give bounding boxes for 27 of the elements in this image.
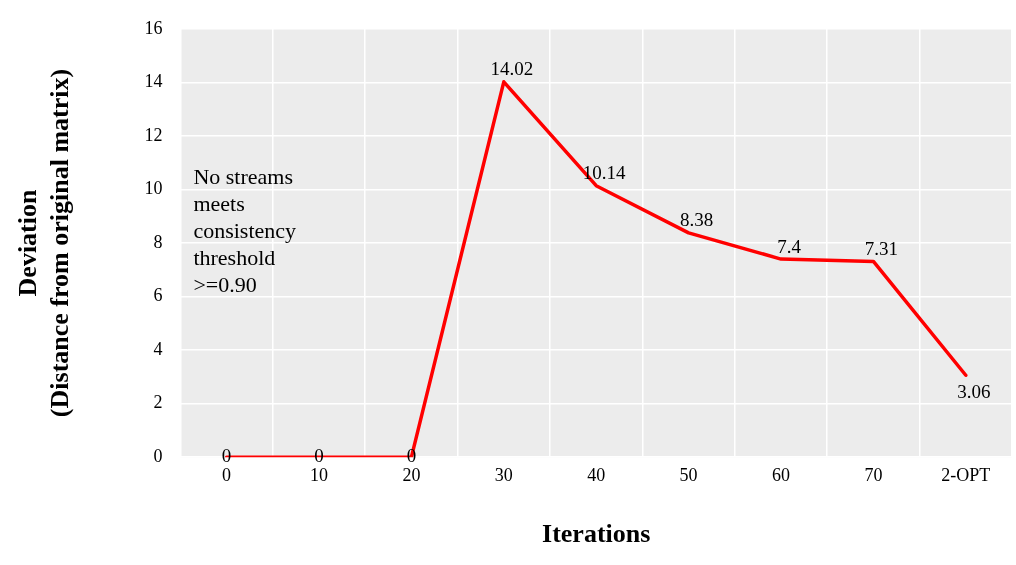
y-tick-label: 10 [144, 178, 163, 199]
y-tick-label: 4 [153, 338, 163, 359]
y-tick-label: 16 [144, 17, 163, 38]
x-tick-label: 60 [772, 464, 790, 485]
x-tick-label: 40 [587, 464, 606, 485]
y-tick-label: 12 [144, 124, 163, 145]
x-tick-label: 10 [310, 464, 328, 485]
y-tick-label: 0 [153, 445, 163, 466]
x-tick-label: 50 [679, 464, 698, 485]
data-label: 7.31 [864, 237, 899, 259]
x-tick-label: 70 [864, 464, 883, 485]
x-tick-label: 2-OPT [941, 464, 991, 485]
y-tick-label: 8 [153, 231, 163, 252]
data-label: 10.14 [582, 162, 627, 184]
data-label: 7.4 [777, 235, 802, 257]
y-axis-title: Deviation (Distance from original matrix) [13, 68, 74, 418]
x-axis-title: Iterations [542, 519, 651, 549]
y-tick-label: 6 [153, 285, 163, 306]
data-label: 3.06 [957, 380, 991, 402]
data-label: 8.38 [679, 209, 714, 231]
x-tick-label: 0 [222, 464, 232, 485]
data-label: 14.02 [490, 58, 534, 80]
y-tick-label: 2 [153, 392, 163, 413]
x-tick-label: 20 [402, 464, 421, 485]
annotation: No streams meets consistency threshold >=0.90 [193, 163, 297, 297]
x-tick-label: 30 [494, 464, 513, 485]
y-tick-label: 14 [144, 71, 163, 92]
